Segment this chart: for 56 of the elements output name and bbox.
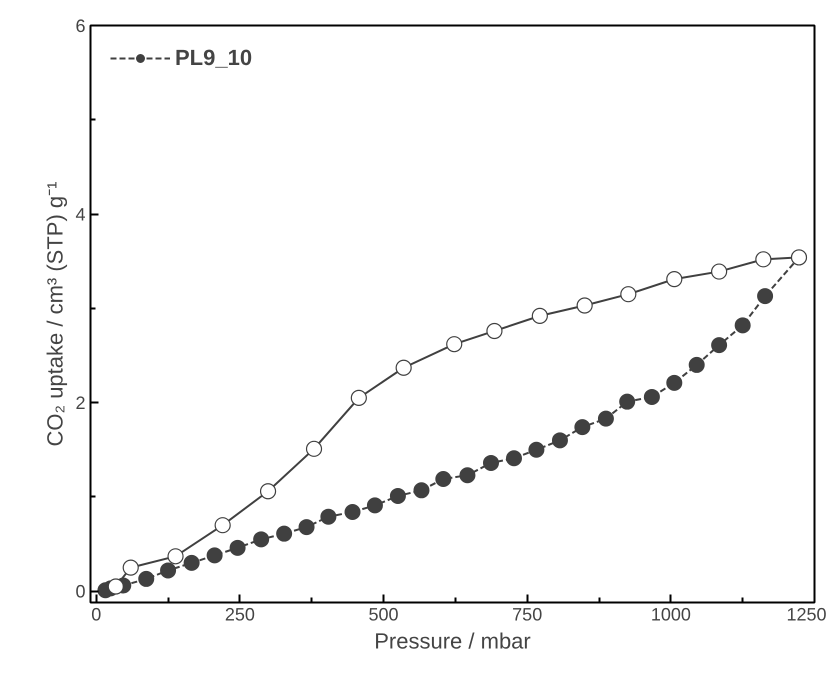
legend-label: PL9_10 bbox=[175, 45, 252, 71]
point bbox=[734, 317, 751, 334]
x-tick-label: 250 bbox=[224, 604, 255, 624]
point bbox=[528, 442, 544, 458]
point bbox=[506, 450, 522, 466]
point bbox=[574, 419, 590, 436]
point bbox=[298, 519, 315, 536]
y-tick-label: 2 bbox=[75, 393, 86, 414]
point bbox=[757, 288, 774, 304]
point bbox=[206, 547, 223, 564]
point bbox=[276, 526, 292, 542]
point bbox=[459, 467, 476, 484]
point bbox=[619, 394, 636, 410]
point bbox=[230, 540, 246, 556]
point bbox=[483, 454, 499, 471]
point bbox=[320, 508, 336, 525]
point bbox=[576, 297, 593, 314]
point bbox=[306, 440, 322, 457]
point bbox=[138, 570, 154, 587]
point bbox=[160, 562, 176, 578]
point bbox=[644, 388, 660, 405]
point bbox=[532, 308, 548, 324]
point bbox=[688, 356, 705, 373]
point bbox=[390, 488, 406, 504]
point bbox=[260, 483, 276, 500]
point bbox=[167, 548, 184, 564]
point bbox=[620, 286, 636, 302]
point bbox=[711, 337, 728, 354]
point bbox=[711, 263, 728, 280]
point bbox=[366, 497, 383, 514]
point bbox=[350, 390, 367, 406]
point bbox=[552, 432, 568, 448]
point bbox=[666, 374, 682, 391]
point bbox=[214, 517, 231, 534]
y-axis-title: CO₂ uptake / cm³ (STP) g⁻¹ bbox=[42, 182, 68, 446]
point bbox=[184, 554, 200, 571]
point bbox=[344, 504, 361, 520]
point bbox=[666, 271, 682, 288]
y-tick-label: 6 bbox=[75, 16, 86, 36]
point bbox=[122, 560, 139, 576]
y-tick-label: 4 bbox=[75, 204, 86, 225]
y-tick-label: 0 bbox=[75, 582, 86, 602]
point bbox=[253, 531, 270, 548]
x-tick-label: 1250 bbox=[786, 604, 826, 624]
x-tick-label: 0 bbox=[91, 604, 102, 624]
point bbox=[598, 410, 614, 427]
x-axis-title: Pressure / mbar bbox=[374, 628, 531, 654]
point bbox=[755, 251, 772, 268]
point bbox=[413, 482, 430, 498]
point bbox=[486, 322, 503, 340]
x-tick-label: 750 bbox=[512, 604, 542, 624]
point bbox=[396, 360, 412, 376]
x-tick-label: 1000 bbox=[650, 604, 691, 624]
x-tick-label: 500 bbox=[368, 604, 399, 624]
point bbox=[435, 471, 452, 487]
point bbox=[446, 336, 462, 352]
